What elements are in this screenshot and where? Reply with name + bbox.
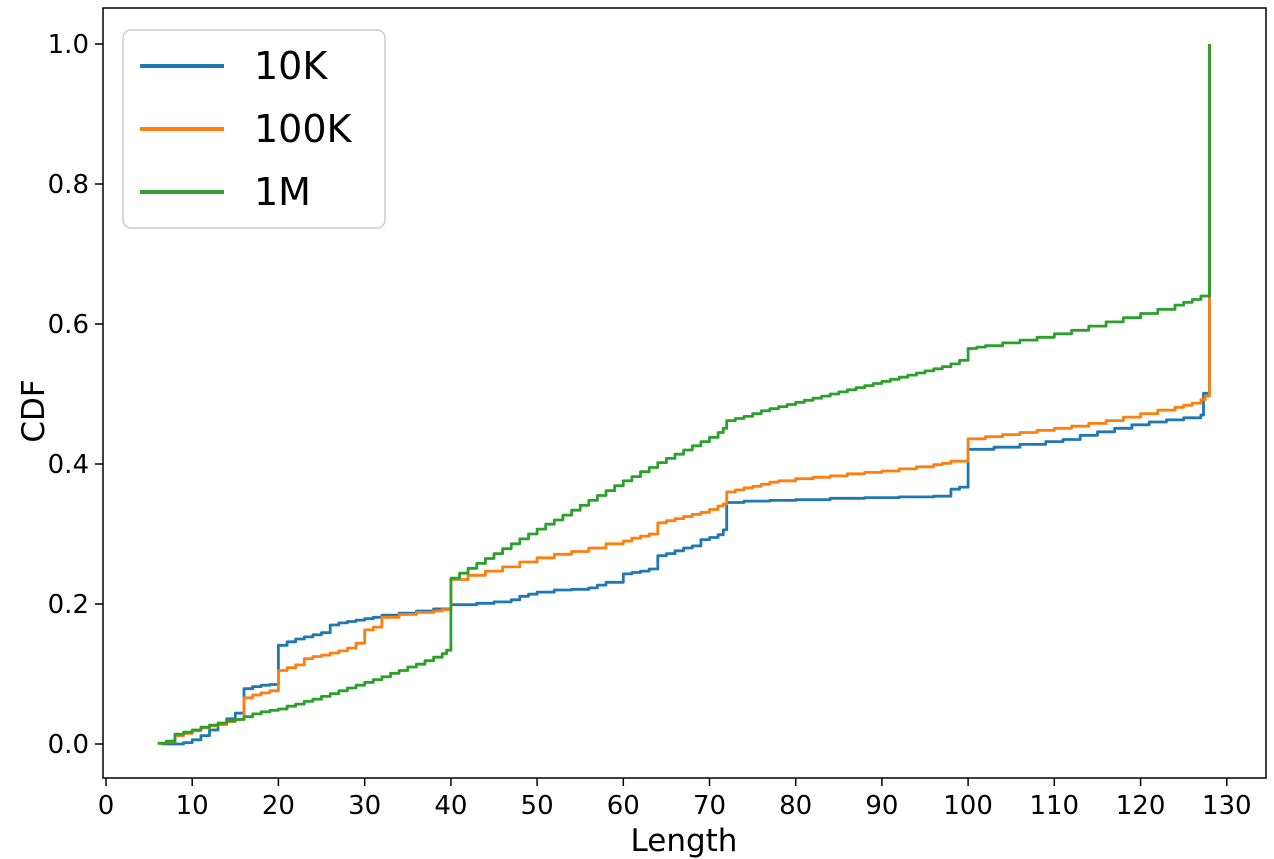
- x-tick-label: 10: [176, 791, 209, 821]
- y-tick-label: 0.2: [48, 590, 89, 620]
- x-tick-label: 70: [693, 791, 726, 821]
- x-tick-label: 90: [865, 791, 898, 821]
- y-tick-label: 0.4: [48, 450, 89, 480]
- series-10K-line: [162, 44, 1211, 746]
- x-tick-label: 60: [607, 791, 640, 821]
- legend-box: [122, 29, 386, 229]
- x-tick-label: 20: [262, 791, 295, 821]
- x-tick-label: 110: [1029, 791, 1079, 821]
- plot-area: 0 10 20 30 40 50 60 70 80 90 100 110 120 130 0.0 0.2 0.4…: [48, 7, 1267, 821]
- plot-border: [102, 7, 1267, 779]
- x-tick-label: 120: [1116, 791, 1166, 821]
- legend: 10K 100K 1M: [122, 29, 386, 229]
- x-tick-label: 30: [348, 791, 381, 821]
- y-tick-label: 0.6: [48, 310, 89, 340]
- legend-label-100K: 100K: [254, 107, 353, 151]
- x-tick-label: 80: [779, 791, 812, 821]
- series-1M-line: [157, 44, 1211, 745]
- x-tick-label: 0: [98, 791, 115, 821]
- y-tick-label: 1.0: [48, 30, 89, 60]
- x-axis-label: Length: [631, 823, 738, 859]
- x-tick-label: 50: [521, 791, 554, 821]
- y-tick-label: 0.0: [48, 730, 89, 760]
- legend-label-1M: 1M: [254, 170, 311, 214]
- x-tick-label: 100: [943, 791, 993, 821]
- y-tick-label: 0.8: [48, 170, 89, 200]
- x-tick-label: 130: [1202, 791, 1252, 821]
- legend-label-10K: 10K: [254, 44, 328, 88]
- series-100K-line: [157, 44, 1211, 745]
- x-tick-label: 40: [434, 791, 467, 821]
- y-axis-label: CDF: [16, 379, 52, 442]
